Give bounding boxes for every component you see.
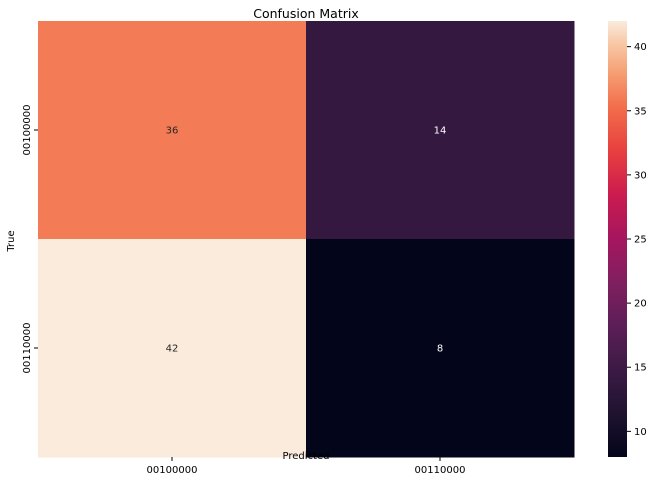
colorbar-tick-label: 40 xyxy=(634,42,647,53)
chart-title: Confusion Matrix xyxy=(253,6,359,21)
heatmap-cells xyxy=(38,21,575,458)
heatmap-cell xyxy=(306,239,575,458)
colorbar-tick-label: 20 xyxy=(634,299,647,310)
y-axis-ticks: 00100000 00110000 xyxy=(22,105,38,374)
x-axis-ticks: 00100000 00110000 xyxy=(147,457,466,476)
y-tick-label: 00110000 xyxy=(22,323,33,374)
heatmap-cell xyxy=(38,239,307,458)
cell-value-label: 36 xyxy=(166,126,179,137)
cell-value-label: 42 xyxy=(166,344,179,355)
heatmap-cell xyxy=(38,21,307,240)
colorbar-tick-label: 15 xyxy=(634,363,647,374)
colorbar xyxy=(608,21,627,457)
x-axis-label: Predicted xyxy=(283,451,330,462)
cell-annotations: 36 14 42 8 xyxy=(166,126,447,355)
colorbar-ticks: 10 15 20 25 30 35 40 xyxy=(627,42,647,438)
colorbar-tick-label: 35 xyxy=(634,106,647,117)
x-tick-label: 00110000 xyxy=(415,465,466,476)
cell-value-label: 14 xyxy=(434,126,447,137)
colorbar-tick-label: 25 xyxy=(634,235,647,246)
y-axis-label: True xyxy=(6,230,17,252)
colorbar-tick-label: 10 xyxy=(634,427,647,438)
colorbar-tick-label: 30 xyxy=(634,170,647,181)
y-tick-label: 00100000 xyxy=(22,105,33,156)
x-tick-label: 00100000 xyxy=(147,465,198,476)
cell-value-label: 8 xyxy=(437,344,443,355)
heatmap-cell xyxy=(306,21,575,240)
